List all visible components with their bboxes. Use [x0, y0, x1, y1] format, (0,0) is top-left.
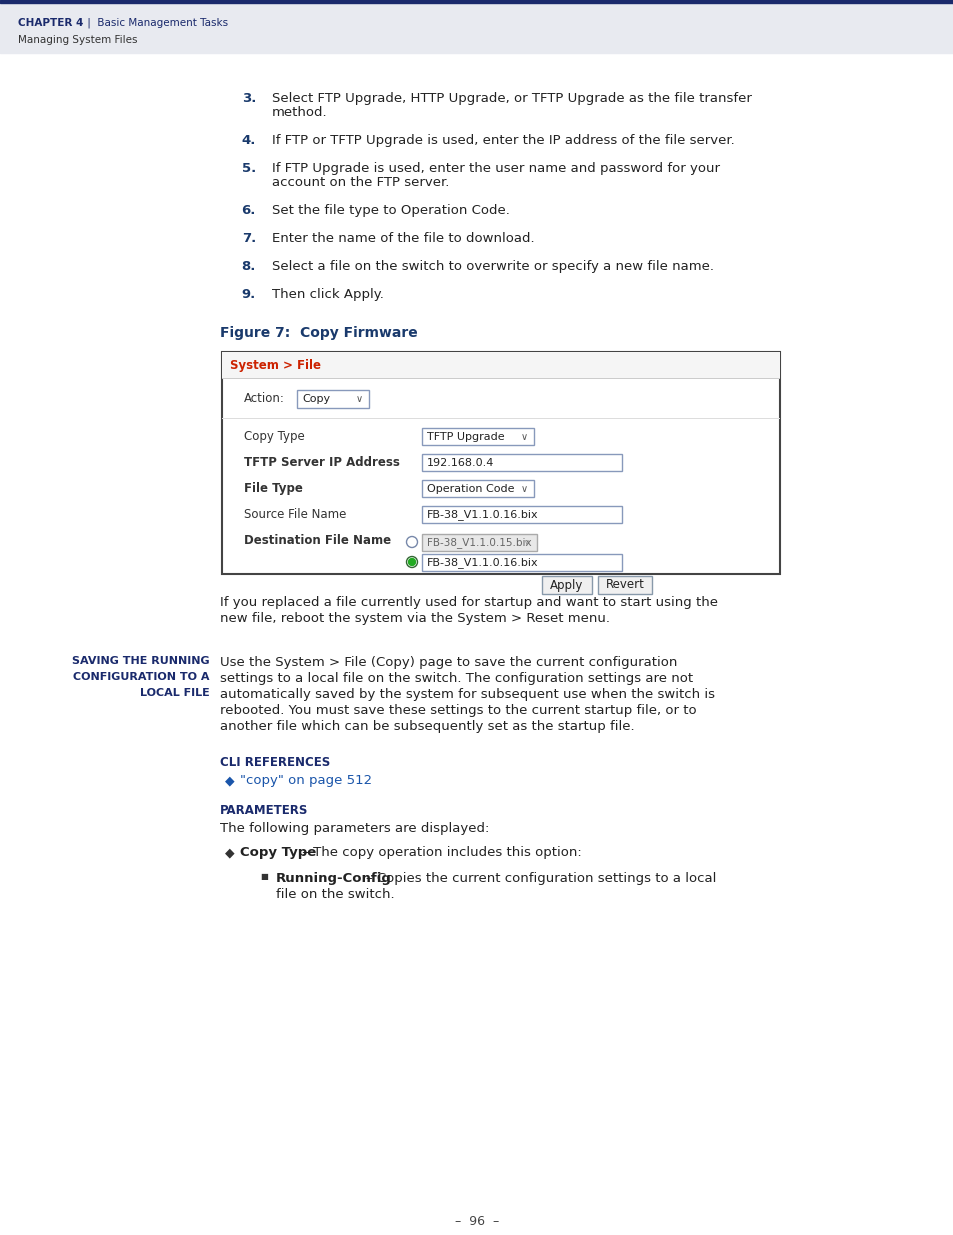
- Text: PARAMETERS: PARAMETERS: [220, 804, 308, 818]
- Text: 7.: 7.: [241, 232, 255, 245]
- Text: ■: ■: [260, 872, 268, 881]
- Bar: [421, 506, 621, 522]
- Text: new file, reboot the system via the System > Reset menu.: new file, reboot the system via the Syst…: [220, 613, 609, 625]
- Text: Figure 7:  Copy Firmware: Figure 7: Copy Firmware: [220, 326, 417, 340]
- Text: rebooted. You must save these settings to the current startup file, or to: rebooted. You must save these settings t…: [220, 704, 696, 718]
- Bar: [421, 534, 537, 551]
- Circle shape: [406, 557, 417, 568]
- Circle shape: [406, 536, 417, 547]
- Circle shape: [408, 558, 416, 566]
- Text: If you replaced a file currently used for startup and want to start using the: If you replaced a file currently used fo…: [220, 597, 718, 609]
- Text: FB-38_V1.1.0.15.bix: FB-38_V1.1.0.15.bix: [427, 537, 531, 548]
- Bar: [222, 352, 780, 574]
- Text: File Type: File Type: [244, 482, 302, 495]
- Text: Source File Name: Source File Name: [244, 508, 346, 521]
- Text: ∨: ∨: [520, 431, 527, 441]
- Text: ∨: ∨: [355, 394, 362, 404]
- Text: settings to a local file on the switch. The configuration settings are not: settings to a local file on the switch. …: [220, 672, 693, 685]
- Text: System > File: System > File: [230, 358, 320, 372]
- Text: CONFIGURATION TO A: CONFIGURATION TO A: [73, 672, 210, 682]
- Text: 8.: 8.: [241, 261, 255, 273]
- Bar: [541, 576, 592, 594]
- Text: FB-38_V1.1.0.16.bix: FB-38_V1.1.0.16.bix: [427, 557, 538, 568]
- Bar: [421, 480, 534, 496]
- Text: automatically saved by the system for subsequent use when the switch is: automatically saved by the system for su…: [220, 688, 714, 701]
- Text: ∨: ∨: [523, 538, 530, 547]
- Text: CHAPTER 4: CHAPTER 4: [18, 19, 83, 28]
- Text: SAVING THE RUNNING: SAVING THE RUNNING: [72, 656, 210, 666]
- Text: 192.168.0.4: 192.168.0.4: [427, 457, 494, 468]
- Text: another file which can be subsequently set as the startup file.: another file which can be subsequently s…: [220, 720, 634, 734]
- Text: account on the FTP server.: account on the FTP server.: [272, 177, 449, 189]
- Text: Running-Config: Running-Config: [275, 872, 392, 885]
- Text: TFTP Upgrade: TFTP Upgrade: [427, 431, 504, 441]
- Text: ◆: ◆: [225, 846, 234, 860]
- Bar: [0, 0, 953, 2]
- Text: Action:: Action:: [244, 391, 285, 405]
- Text: Copy Type: Copy Type: [240, 846, 315, 860]
- Text: If FTP or TFTP Upgrade is used, enter the IP address of the file server.: If FTP or TFTP Upgrade is used, enter th…: [272, 135, 734, 147]
- Text: CLI REFERENCES: CLI REFERENCES: [220, 756, 330, 769]
- Text: ∨: ∨: [520, 483, 527, 494]
- Text: 3.: 3.: [241, 91, 255, 105]
- Text: The following parameters are displayed:: The following parameters are displayed:: [220, 823, 489, 835]
- Bar: [598, 576, 651, 594]
- Bar: [0, 2, 953, 53]
- Text: ◆: ◆: [225, 774, 234, 787]
- Text: – The copy operation includes this option:: – The copy operation includes this optio…: [297, 846, 581, 860]
- Bar: [296, 390, 369, 408]
- Text: Managing System Files: Managing System Files: [18, 35, 137, 44]
- Text: 5.: 5.: [241, 162, 255, 175]
- Bar: [421, 454, 621, 471]
- Text: 4.: 4.: [241, 135, 255, 147]
- Text: Apply: Apply: [550, 578, 583, 592]
- Text: 9.: 9.: [241, 288, 255, 301]
- Text: Copy: Copy: [302, 394, 330, 404]
- Text: method.: method.: [272, 106, 327, 119]
- Text: "copy" on page 512: "copy" on page 512: [240, 774, 372, 787]
- Text: TFTP Server IP Address: TFTP Server IP Address: [244, 456, 399, 469]
- Text: Destination File Name: Destination File Name: [244, 534, 391, 547]
- Text: Operation Code: Operation Code: [427, 483, 514, 494]
- Text: – Copies the current configuration settings to a local: – Copies the current configuration setti…: [366, 872, 716, 885]
- Bar: [421, 429, 534, 445]
- Text: If FTP Upgrade is used, enter the user name and password for your: If FTP Upgrade is used, enter the user n…: [272, 162, 720, 175]
- Text: LOCAL FILE: LOCAL FILE: [140, 688, 210, 698]
- Bar: [421, 555, 621, 571]
- Text: file on the switch.: file on the switch.: [275, 888, 395, 902]
- Text: |  Basic Management Tasks: | Basic Management Tasks: [84, 19, 228, 28]
- Text: 6.: 6.: [241, 204, 255, 217]
- Text: –  96  –: – 96 –: [455, 1215, 498, 1228]
- Text: Enter the name of the file to download.: Enter the name of the file to download.: [272, 232, 534, 245]
- Text: Select a file on the switch to overwrite or specify a new file name.: Select a file on the switch to overwrite…: [272, 261, 713, 273]
- Text: FB-38_V1.1.0.16.bix: FB-38_V1.1.0.16.bix: [427, 509, 538, 520]
- Text: Set the file type to Operation Code.: Set the file type to Operation Code.: [272, 204, 509, 217]
- Text: Copy Type: Copy Type: [244, 430, 304, 443]
- Text: Use the System > File (Copy) page to save the current configuration: Use the System > File (Copy) page to sav…: [220, 656, 677, 669]
- Bar: [222, 352, 780, 378]
- Text: Revert: Revert: [605, 578, 644, 592]
- Text: Select FTP Upgrade, HTTP Upgrade, or TFTP Upgrade as the file transfer: Select FTP Upgrade, HTTP Upgrade, or TFT…: [272, 91, 751, 105]
- Text: Then click Apply.: Then click Apply.: [272, 288, 383, 301]
